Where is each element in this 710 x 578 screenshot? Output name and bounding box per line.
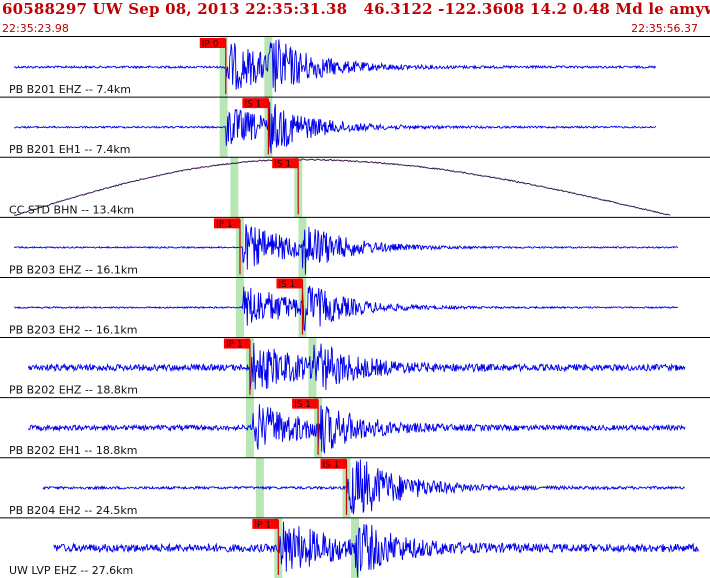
pick-label: IS 1 [278, 280, 295, 290]
station-label: PB B203 EHZ -- 16.1km [9, 263, 138, 276]
trace-row[interactable]: IP 1 PB B202 EHZ -- 18.8km [0, 337, 710, 398]
waveform [27, 342, 686, 391]
pick-window [264, 37, 273, 98]
pick-window [245, 397, 254, 458]
waveform [13, 39, 657, 93]
station-label: PB B201 EH1 -- 7.4km [9, 143, 130, 156]
pick-marker[interactable] [272, 158, 299, 169]
trace-row[interactable]: IP 1 UW LVP EHZ -- 27.6km [0, 517, 710, 578]
pick-window [230, 157, 239, 218]
pick-marker[interactable] [199, 38, 226, 48]
pick-marker[interactable] [252, 518, 279, 529]
pick-label: IP 1 [216, 220, 233, 230]
waveform [14, 158, 671, 216]
station-label: PB B201 EHZ -- 7.4km [9, 83, 131, 96]
trace-row[interactable]: IS 1 PB B203 EH2 -- 16.1km [0, 276, 710, 338]
time-end: 22:35:56.37 [631, 22, 698, 35]
pick-marker[interactable] [242, 98, 269, 109]
pick-label: IS 1 [274, 160, 291, 170]
pick-label: IP 1 [254, 520, 271, 530]
station-label: CC STD BHN -- 13.4km [9, 203, 134, 216]
pick-window [298, 217, 307, 278]
trace-row[interactable]: IS 1 PB B202 EH1 -- 18.8km [0, 397, 710, 458]
event-title: 60588297 UW Sep 08, 2013 22:35:31.38 46.… [2, 0, 710, 18]
station-label: PB B204 EH2 -- 24.5km [9, 504, 137, 517]
pick-label: IS 1 [294, 400, 311, 410]
pick-label: IP 1 [226, 340, 243, 350]
pick-marker[interactable] [276, 278, 303, 289]
waveform [13, 285, 679, 332]
station-label: PB B202 EH1 -- 18.8km [9, 444, 137, 457]
trace-row[interactable]: IS 1 PB B201 EH1 -- 7.4km [0, 96, 710, 158]
trace-row[interactable]: IP 0 PB B201 EHZ -- 7.4km [9, 37, 657, 98]
trace-panel[interactable]: IP 0 PB B201 EHZ -- 7.4km IS 1 PB B201 EH1 … [0, 37, 710, 578]
pick-marker[interactable] [213, 218, 240, 229]
station-label: PB B202 EHZ -- 18.8km [9, 384, 138, 397]
trace-row[interactable]: IS 1 PB B204 EH2 -- 24.5km [0, 457, 710, 518]
waveform [13, 101, 657, 154]
pick-marker[interactable] [292, 398, 319, 409]
station-label: UW LVP EHZ -- 27.6km [9, 564, 133, 577]
waveform [42, 459, 685, 515]
waveform [13, 224, 679, 275]
pick-marker[interactable] [320, 458, 347, 469]
header-divider [0, 36, 710, 37]
event-header: 60588297 UW Sep 08, 2013 22:35:31.38 46.… [0, 0, 710, 38]
pick-marker[interactable] [223, 338, 250, 349]
pick-label: IS 1 [322, 460, 339, 470]
trace-row[interactable]: IS 1 CC STD BHN -- 13.4km [0, 156, 710, 218]
station-label: PB B203 EH2 -- 16.1km [9, 324, 137, 337]
pick-label: IP 0 [202, 40, 219, 50]
pick-label: IS 1 [244, 100, 261, 110]
time-start: 22:35:23.98 [2, 22, 69, 35]
waveform [53, 521, 700, 578]
trace-row[interactable]: IP 1 PB B203 EHZ -- 16.1km [0, 216, 710, 278]
waveform [28, 404, 686, 454]
